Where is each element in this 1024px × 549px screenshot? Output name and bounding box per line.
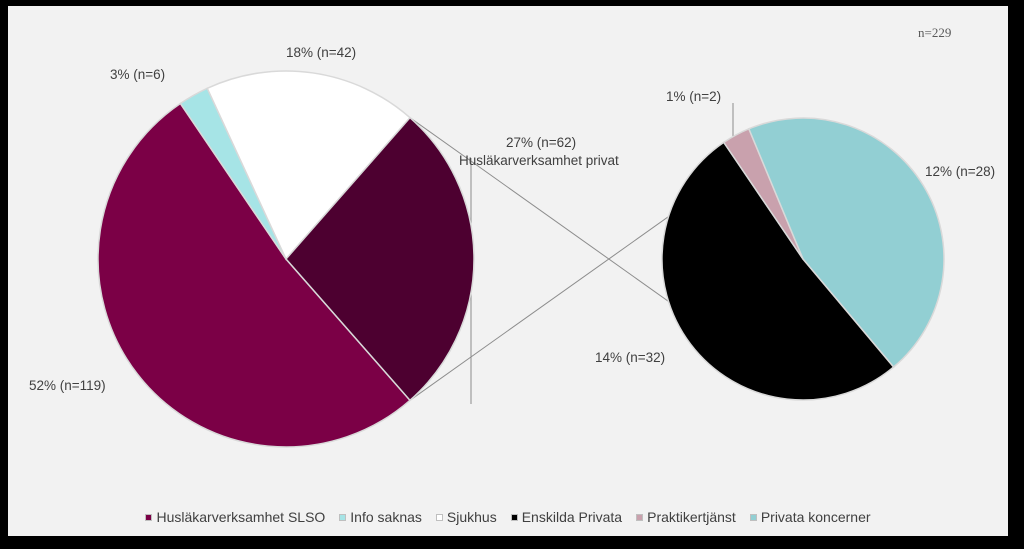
legend-swatch (749, 513, 757, 521)
legend-item-slso: Husläkarverksamhet SLSO (145, 509, 325, 525)
secondary-slice-privata-koncerner (747, 117, 945, 369)
legend-label: Praktikertjänst (647, 509, 736, 525)
legend-item-sjukhus: Sjukhus (435, 509, 497, 525)
primary-slice-husl-karverksamhet-slso (97, 102, 412, 448)
data-label-slso: 52% (n=119) (29, 378, 106, 393)
chart-frame: n=229 52% (n=119) 3% (n=6) 18% (n=42) 27… (8, 6, 1008, 536)
legend-label: Sjukhus (446, 509, 497, 525)
data-label-sjukhus: 18% (n=42) (286, 45, 356, 60)
data-label-privat: 27% (n=62) (506, 135, 576, 150)
legend-swatch (145, 513, 153, 521)
legend-label: Enskilda Privata (521, 509, 623, 525)
primary-slice-sjukhus (206, 70, 412, 261)
legend-item-koncerner: Privata koncerner (749, 509, 871, 525)
legend-label: Privata koncerner (760, 509, 871, 525)
chart-legend: Husläkarverksamhet SLSO Info saknas Sjuk… (8, 509, 1008, 525)
legend-item-info-saknas: Info saknas (339, 509, 422, 525)
legend-item-praktikertjanst: Praktikertjänst (636, 509, 736, 525)
primary-pie (97, 70, 475, 448)
legend-swatch (339, 513, 347, 521)
data-label-privat-name: Husläkarverksamhet privat (459, 153, 619, 168)
legend-swatch (510, 513, 518, 521)
primary-slice-husl-karverksamhet-privat (285, 116, 475, 402)
legend-label: Info saknas (350, 509, 422, 525)
data-label-info-saknas: 3% (n=6) (110, 67, 165, 82)
legend-swatch (435, 513, 443, 521)
data-label-praktikertjanst: 1% (n=2) (666, 89, 721, 104)
data-label-enskilda: 14% (n=32) (595, 350, 665, 365)
legend-swatch (636, 513, 644, 521)
legend-label: Husläkarverksamhet SLSO (156, 509, 326, 525)
sample-size-label: n=229 (918, 25, 951, 40)
data-label-koncerner: 12% (n=28) (925, 164, 995, 179)
data-labels: 52% (n=119) 3% (n=6) 18% (n=42) 27% (n=6… (29, 45, 995, 393)
secondary-slice-enskilda-privata (661, 141, 895, 401)
pie-of-pie-chart: n=229 52% (n=119) 3% (n=6) 18% (n=42) 27… (29, 25, 995, 448)
secondary-pie (661, 117, 945, 401)
legend-item-enskilda: Enskilda Privata (510, 509, 623, 525)
